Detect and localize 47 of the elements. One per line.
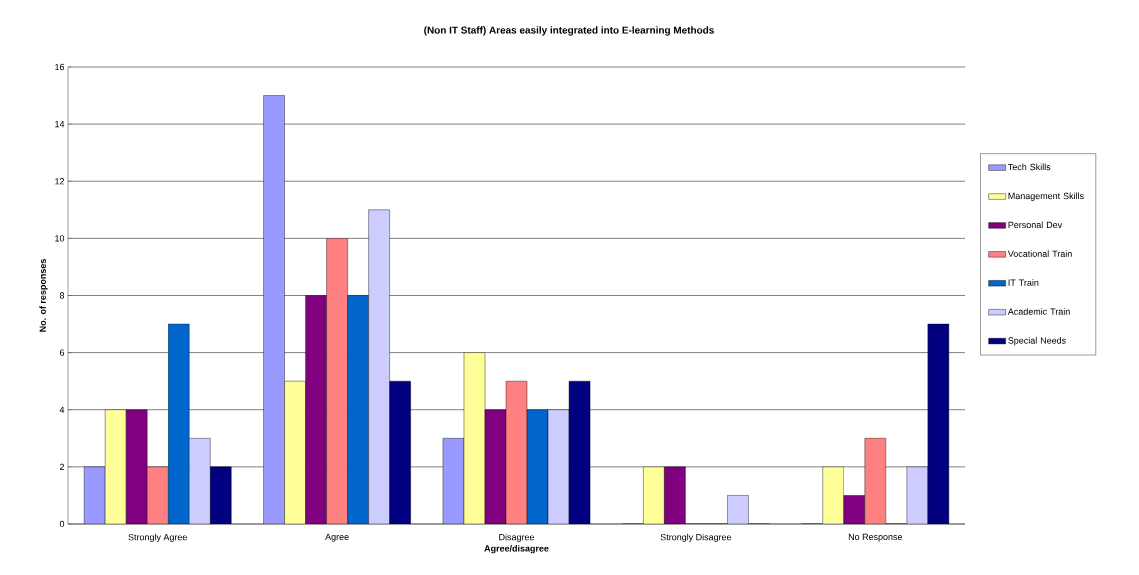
y-tick-label: 8 [59,292,65,299]
legend-label: Tech Skills [1008,163,1051,171]
bar [643,466,665,524]
x-tick-label: No Response [848,533,903,542]
bar [906,466,929,524]
bar [463,352,486,524]
bar [168,323,190,524]
legend-label: Academic Train [1007,308,1070,315]
y-tick-label: 6 [59,349,65,356]
y-tick-label: 4 [59,406,65,413]
chart-title: (Non IT Staff) Areas easily integrated into E-learning Methods [424,26,714,36]
bar [347,295,369,524]
y-tick-label: 16 [55,63,65,71]
x-tick-label: Agree [325,533,349,542]
legend-label: Vocational Train [1007,250,1072,257]
bar [284,380,306,524]
bar [843,495,865,524]
bar [664,466,686,524]
legend-label: Special Needs [1008,337,1066,346]
bar [727,495,749,524]
bar [189,438,211,524]
bar [147,466,169,524]
bar [864,438,887,524]
y-tick-label: 2 [59,463,65,470]
legend-label: IT Train [1008,279,1039,286]
bar [822,466,844,524]
bar [389,380,411,524]
x-tick-label: Strongly Disagree [660,533,732,543]
legend-label: Personal Dev [1008,221,1063,229]
bar [368,209,390,524]
x-axis-title: Agree/disagree [484,544,549,554]
bar [305,295,327,524]
bar [326,238,348,524]
bar [83,466,106,524]
bar [263,95,285,524]
y-tick-label: 14 [55,121,65,128]
y-tick-label: 10 [55,235,65,242]
bar [927,323,950,524]
bar [210,466,232,524]
y-axis-title: No. of responses [39,259,48,332]
bar [104,409,127,524]
y-tick-label: 0 [59,520,65,528]
bar [125,409,148,524]
y-tick-label: 12 [55,178,65,185]
x-tick-label: Disagree [499,533,535,543]
x-tick-label: Strongly Agree [128,533,187,543]
legend-label: Management Skills [1008,192,1084,201]
